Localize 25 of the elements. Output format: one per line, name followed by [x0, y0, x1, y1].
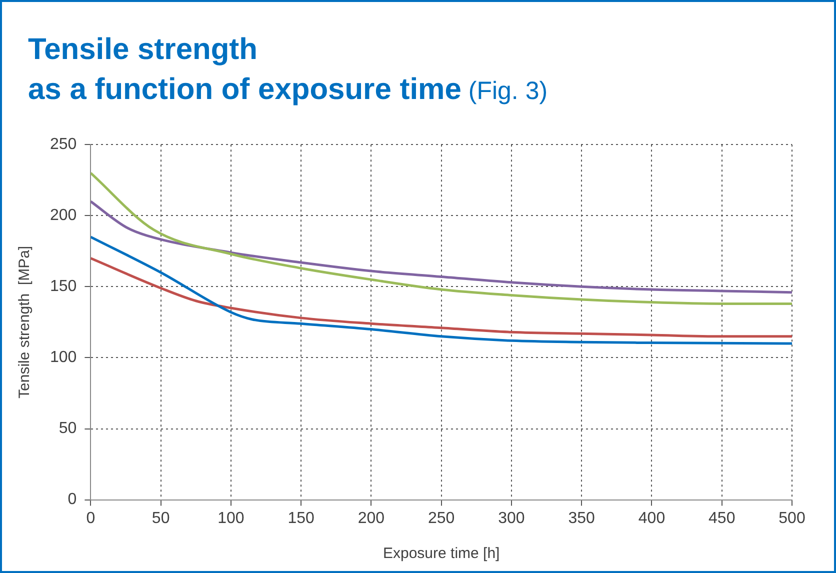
- x-tick-label: 450: [708, 510, 736, 527]
- x-tick-label: 200: [358, 510, 385, 527]
- y-tick-label: 100: [50, 349, 77, 366]
- chart-title: Tensile strength as a function of exposure time: [28, 33, 462, 106]
- chart-subtitle: (Fig. 3): [468, 77, 548, 105]
- x-tick-label: 300: [498, 510, 525, 527]
- y-tick-label: 250: [50, 136, 77, 154]
- x-tick-label: 500: [778, 510, 806, 527]
- y-tick-label: 0: [68, 491, 77, 508]
- y-tick-label: 50: [58, 420, 77, 438]
- line-series: [90, 172, 792, 305]
- x-tick-label: 250: [428, 510, 455, 527]
- y-axis-title: Tensile strength [MPa]: [16, 246, 34, 398]
- x-tick-label: 50: [152, 510, 170, 527]
- x-tick-label: 100: [218, 510, 244, 527]
- line-series: [90, 236, 792, 345]
- x-axis-title: Exposure time [h]: [382, 545, 500, 562]
- x-tick-label: 350: [568, 510, 596, 527]
- x-tick-label: 150: [288, 510, 315, 527]
- line-series: [90, 200, 792, 294]
- y-tick-label: 200: [50, 207, 77, 224]
- y-tick-label: 150: [50, 278, 77, 296]
- x-tick-label: 0: [86, 510, 96, 527]
- x-tick-label: 400: [638, 510, 666, 527]
- line-series: [90, 257, 792, 338]
